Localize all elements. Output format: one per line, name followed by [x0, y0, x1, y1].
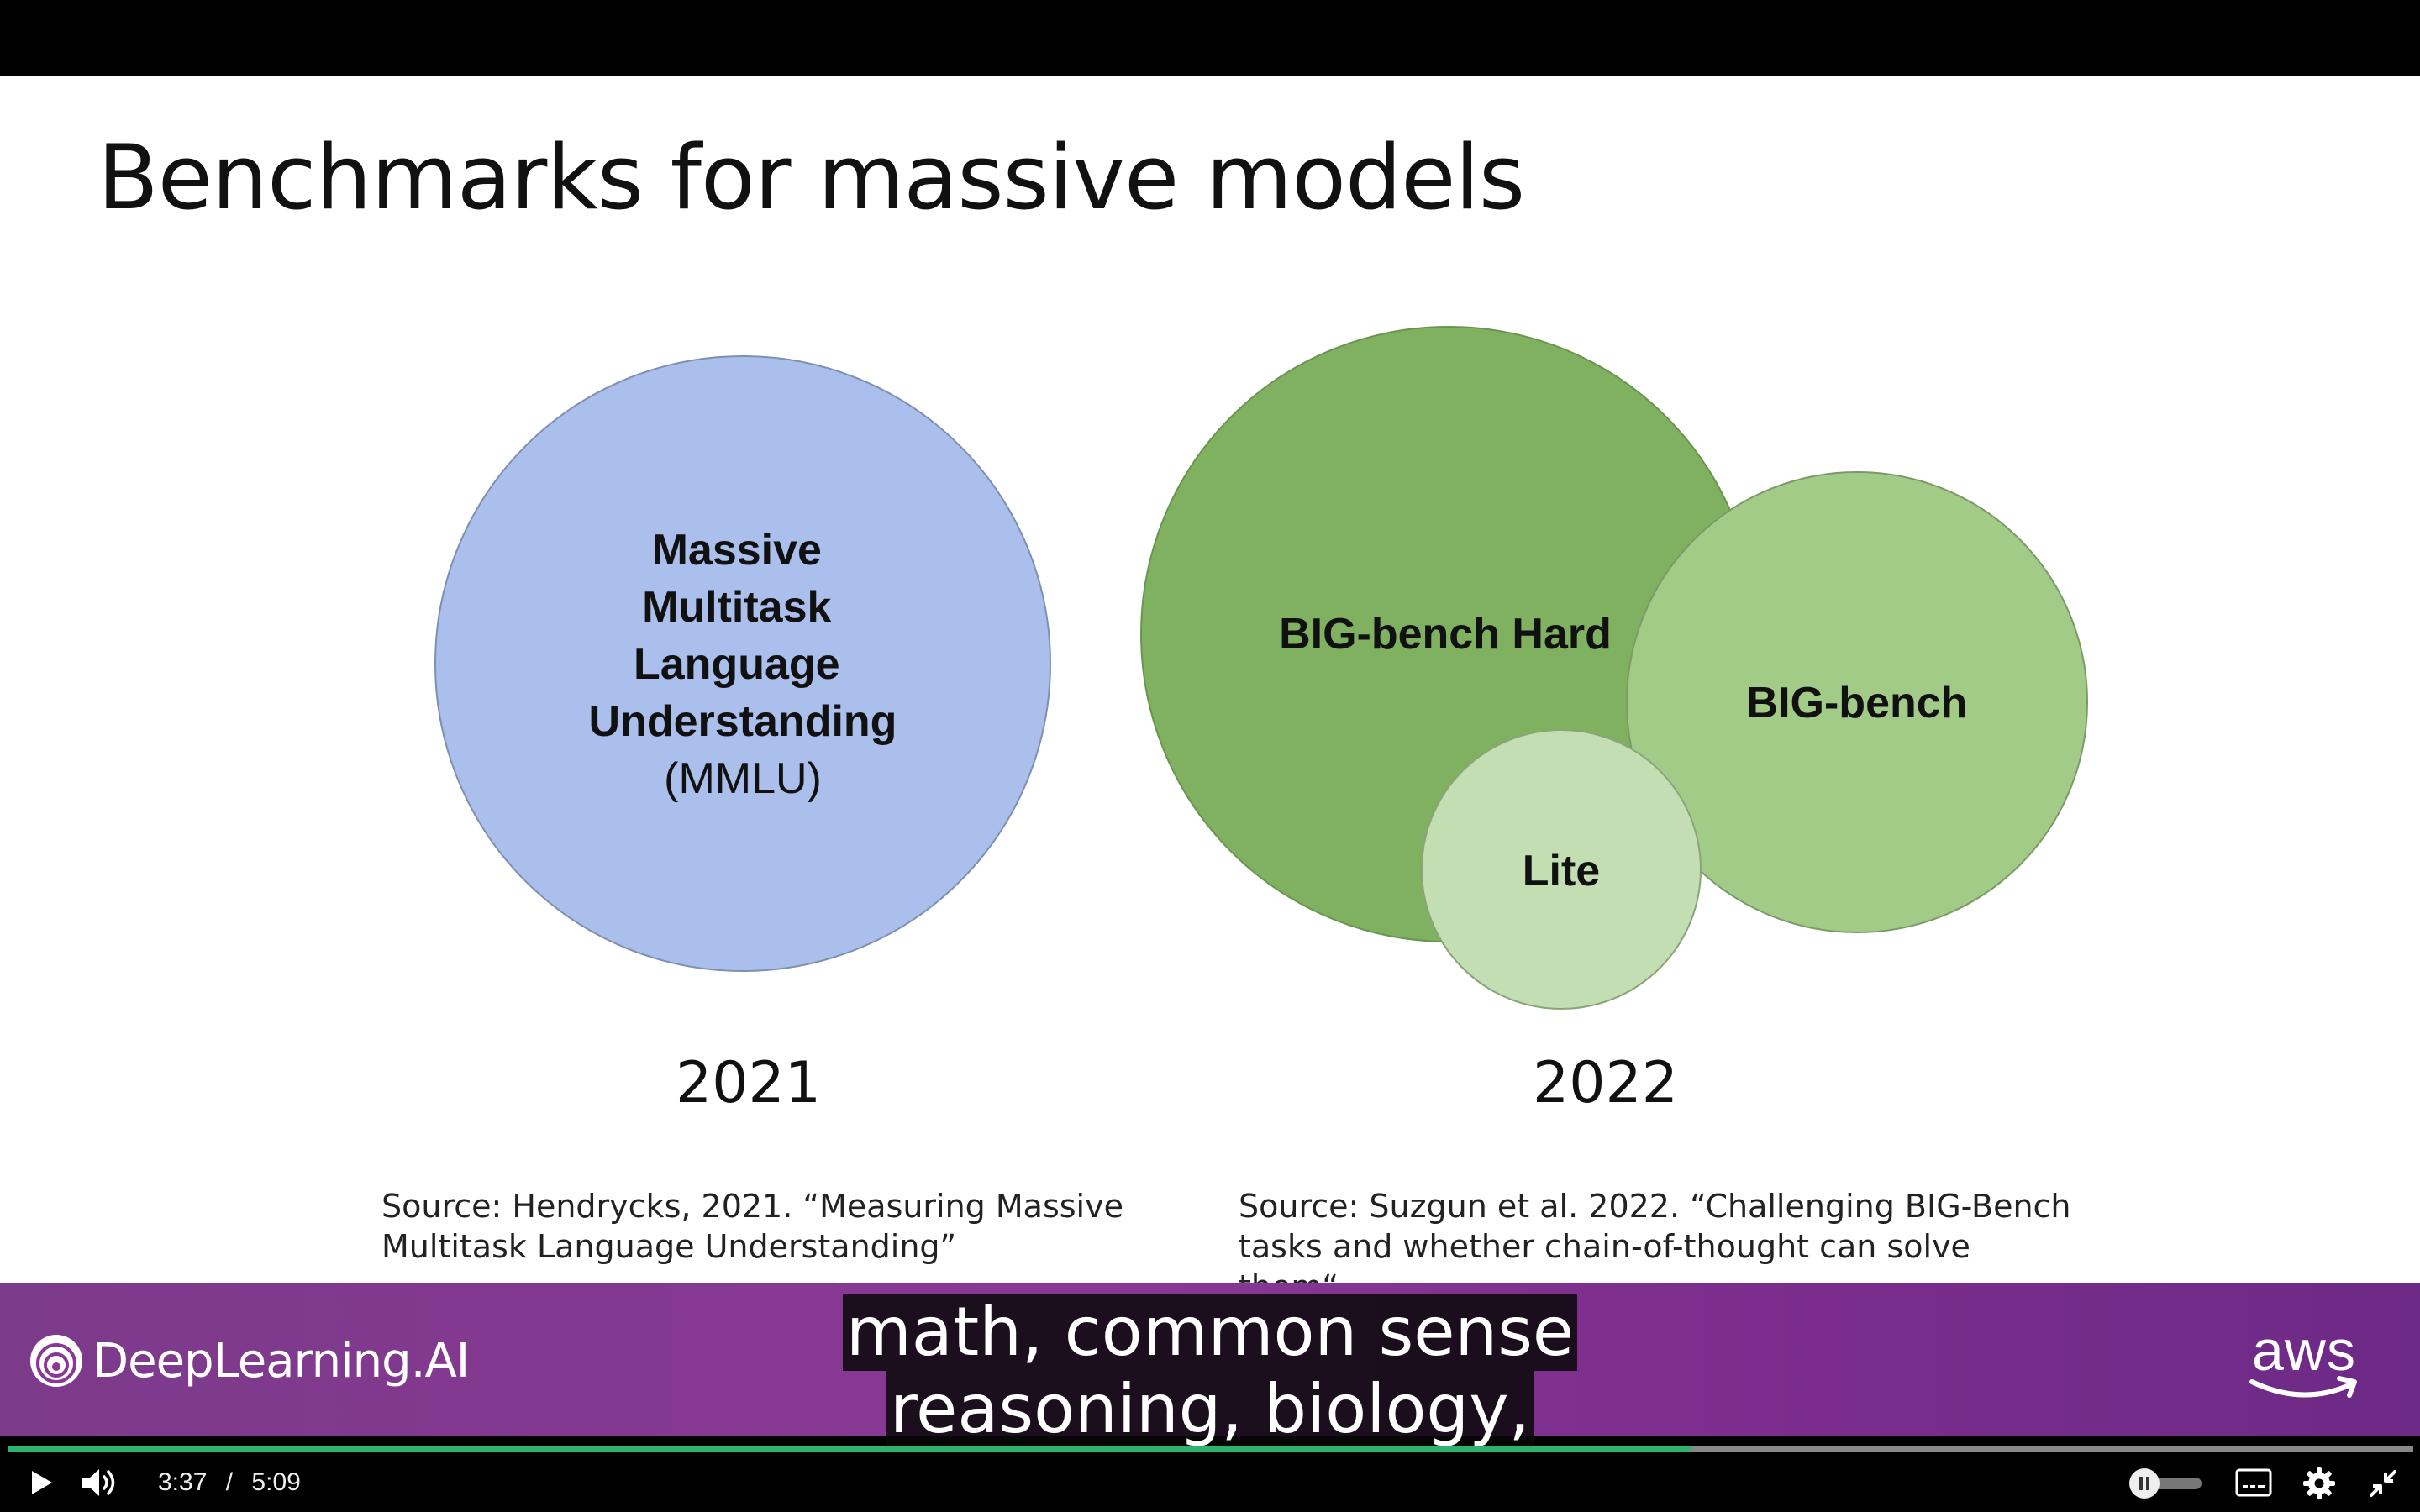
time-separator: /	[225, 1468, 234, 1496]
big-bench-circle	[1626, 471, 2088, 933]
current-time: 3:37	[158, 1468, 208, 1496]
subtitle-line: reasoning, biology,	[886, 1371, 1534, 1448]
source-line: Source: Suzgun et al. 2022. “Challenging…	[1239, 1188, 2071, 1225]
big-bench-label: BIG-bench	[1747, 679, 1968, 727]
mmlu-label-line: Language	[634, 640, 840, 689]
mmlu-circle	[434, 355, 1051, 972]
year-2021: 2021	[676, 1050, 822, 1116]
aws-smile-icon	[2249, 1376, 2357, 1398]
slide-title: Benchmarks for massive models	[97, 126, 1525, 229]
player-controls: 3:37 / 5:09	[0, 1438, 2420, 1512]
source-mmlu: Source: Hendrycks, 2021. “Measuring Mass…	[381, 1186, 1138, 1267]
big-bench-lite-label: Lite	[1523, 847, 1600, 895]
settings-gear-icon[interactable]	[2302, 1467, 2336, 1500]
big-bench-hard-label: BIG-bench Hard	[1279, 610, 1612, 659]
subtitles: math, common sense reasoning, biology,	[0, 1294, 2420, 1448]
source-line: Multitask Language Understanding”	[381, 1228, 957, 1265]
progress-fill	[8, 1446, 1692, 1452]
benchmark-diagram: Massive Multitask Language Understanding…	[434, 326, 2088, 1010]
captions-icon[interactable]	[2235, 1468, 2272, 1497]
time-display: 3:37 / 5:09	[158, 1468, 301, 1497]
aws-wordmark: aws	[2252, 1319, 2356, 1383]
duration: 5:09	[251, 1468, 301, 1496]
svg-text:Massive Multitask: Massive Multitask Language Understanding	[589, 526, 897, 746]
year-2022: 2022	[1533, 1050, 1679, 1116]
mmlu-label-line: Multitask	[642, 583, 831, 632]
source-line: tasks and whether chain-of-thought can s…	[1239, 1228, 1970, 1285]
exit-fullscreen-icon[interactable]	[2368, 1468, 2398, 1499]
aws-logo: aws	[2245, 1318, 2363, 1402]
source-line: Source: Hendrycks, 2021. “Measuring Mass…	[381, 1188, 1123, 1225]
mmlu-label-line: Massive	[652, 526, 822, 575]
volume-icon[interactable]	[81, 1467, 121, 1499]
subtitle-line: math, common sense	[842, 1294, 1578, 1371]
deeplearning-ai-wordmark: DeepLearning.AI	[92, 1333, 470, 1389]
deeplearning-ai-logo: DeepLearning.AI	[29, 1333, 470, 1389]
mmlu-abbr: (MMLU)	[664, 754, 822, 803]
autoplay-toggle-icon[interactable]	[2126, 1467, 2207, 1500]
mmlu-label-line: Understanding	[589, 697, 897, 746]
progress-bar[interactable]	[8, 1446, 2413, 1452]
source-big-bench: Source: Suzgun et al. 2022. “Challenging…	[1239, 1186, 2079, 1285]
slide: Benchmarks for massive models Massive Mu…	[0, 76, 2420, 1285]
play-icon[interactable]	[27, 1468, 55, 1497]
big-bench-lite-circle	[1421, 729, 1702, 1010]
deeplearning-ai-mark-icon	[30, 1335, 82, 1387]
